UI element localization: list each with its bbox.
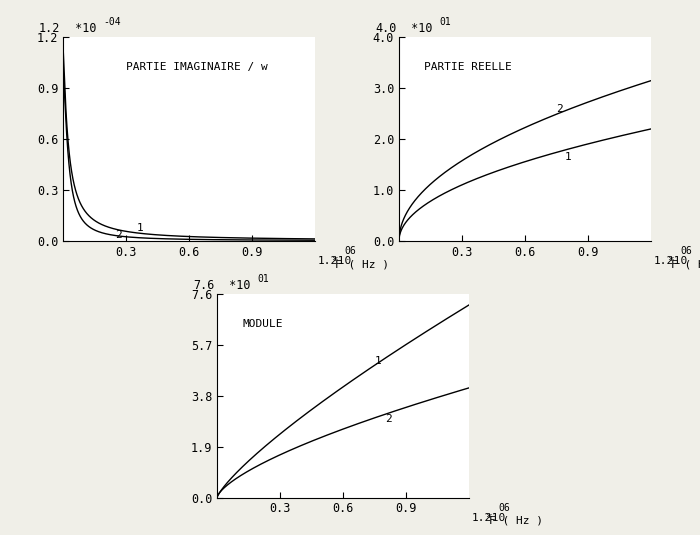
Text: 4.0: 4.0: [375, 22, 396, 35]
Text: MODULE: MODULE: [242, 319, 283, 328]
Text: *10: *10: [667, 256, 687, 266]
Text: *10: *10: [222, 279, 251, 292]
Text: 2: 2: [385, 414, 392, 424]
Text: *10: *10: [331, 256, 351, 266]
Text: 06: 06: [680, 246, 692, 256]
Text: 1: 1: [136, 223, 144, 233]
Text: F ( Hz ): F ( Hz ): [671, 259, 700, 269]
Text: F ( Hz ): F ( Hz ): [489, 516, 543, 526]
Text: F ( Hz ): F ( Hz ): [335, 259, 389, 269]
Text: 01: 01: [440, 17, 451, 27]
Text: 1.2: 1.2: [39, 22, 60, 35]
Text: 06: 06: [344, 246, 356, 256]
Text: *10: *10: [68, 22, 97, 35]
Text: *10: *10: [404, 22, 433, 35]
Text: PARTIE REELLE: PARTIE REELLE: [424, 62, 512, 72]
Text: PARTIE IMAGINAIRE / w: PARTIE IMAGINAIRE / w: [126, 62, 267, 72]
Text: *10: *10: [485, 513, 505, 523]
Text: -04: -04: [104, 17, 121, 27]
Text: 01: 01: [258, 274, 269, 284]
Text: 1.2: 1.2: [318, 256, 338, 266]
Text: 06: 06: [498, 503, 510, 513]
Text: 2: 2: [556, 104, 564, 113]
Text: 1.2: 1.2: [472, 513, 492, 523]
Text: 2: 2: [116, 230, 122, 240]
Text: 1: 1: [564, 152, 571, 162]
Text: 7.6: 7.6: [193, 279, 214, 292]
Text: 1.2: 1.2: [654, 256, 674, 266]
Text: 1: 1: [374, 356, 382, 366]
